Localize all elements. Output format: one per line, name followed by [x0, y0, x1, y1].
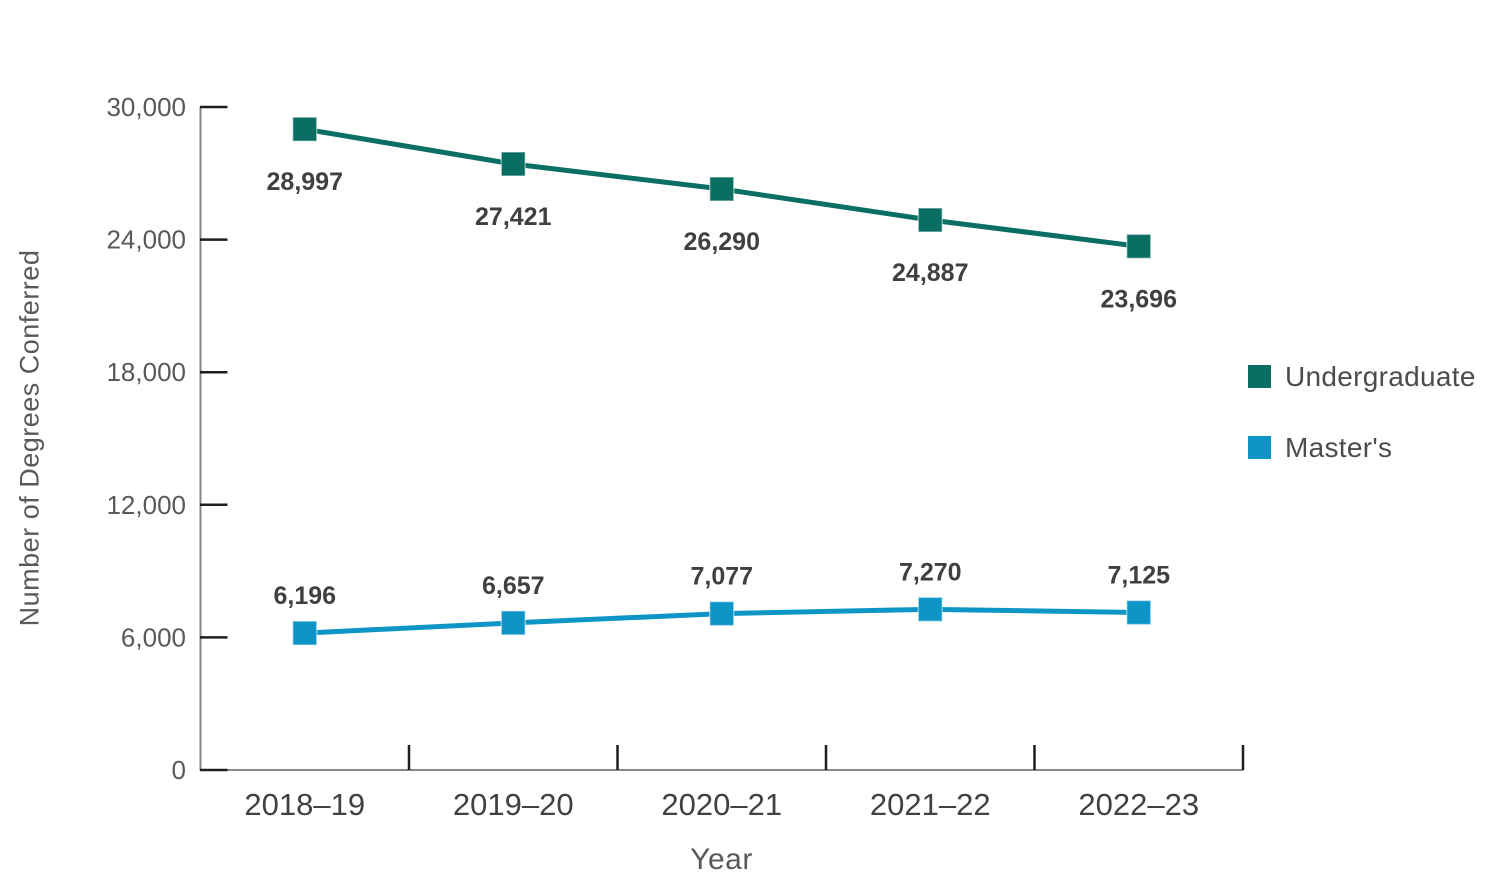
data-point-marker — [1126, 599, 1152, 626]
undergraduate-swatch-icon — [1248, 365, 1271, 388]
x-tick-label: 2018–19 — [244, 787, 365, 822]
data-point-marker — [1126, 233, 1152, 260]
legend: Undergraduate Master's — [1248, 361, 1476, 507]
data-label: 7,077 — [690, 563, 753, 591]
data-label: 7,270 — [899, 558, 962, 586]
x-tick-label: 2021–22 — [870, 787, 991, 822]
data-point-marker — [292, 116, 318, 142]
data-point-marker — [500, 151, 526, 177]
x-tick-label: 2019–20 — [453, 787, 574, 822]
data-label: 28,997 — [267, 168, 343, 196]
y-tick-label: 6,000 — [121, 622, 186, 652]
x-axis-title: Year — [690, 843, 753, 876]
x-tick-label: 2022–23 — [1078, 787, 1199, 822]
data-point-marker — [709, 600, 735, 627]
legend-label-undergraduate: Undergraduate — [1285, 360, 1476, 392]
data-point-marker — [292, 620, 318, 646]
y-tick-label: 24,000 — [106, 225, 186, 255]
y-tick-label: 0 — [172, 755, 186, 785]
data-label: 7,125 — [1107, 562, 1170, 590]
x-tick-label: 2020–21 — [661, 787, 782, 822]
y-tick-label: 30,000 — [106, 92, 186, 122]
y-tick-label: 18,000 — [106, 357, 186, 387]
data-point-marker — [917, 596, 943, 623]
data-label: 6,657 — [482, 572, 545, 600]
y-axis-title: Number of Degrees Conferred — [14, 249, 45, 627]
data-label: 24,887 — [892, 259, 968, 287]
data-label: 6,196 — [273, 582, 336, 610]
data-point-marker — [917, 207, 943, 233]
data-label: 26,290 — [684, 228, 760, 256]
legend-label-masters: Master's — [1285, 431, 1393, 463]
legend-item-masters: Master's — [1248, 432, 1476, 463]
legend-item-undergraduate: Undergraduate — [1248, 361, 1476, 392]
data-point-marker — [500, 610, 526, 636]
data-label: 27,421 — [475, 203, 552, 231]
data-label: 23,696 — [1101, 285, 1177, 313]
masters-swatch-icon — [1248, 436, 1271, 459]
data-point-marker — [709, 176, 735, 202]
y-tick-label: 12,000 — [106, 490, 186, 520]
